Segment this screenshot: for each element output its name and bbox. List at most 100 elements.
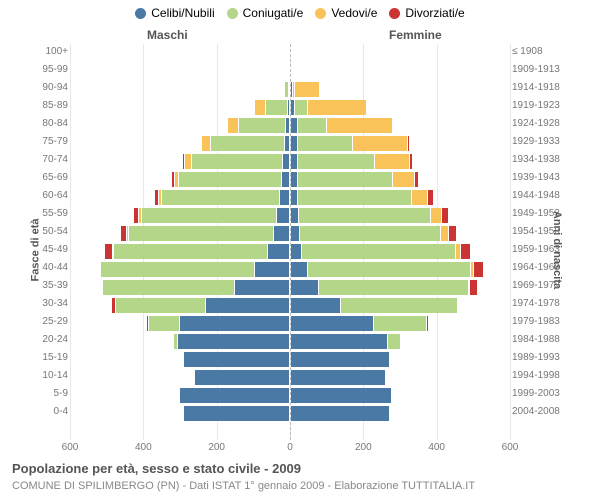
age-label: 0-4 bbox=[34, 406, 68, 417]
bar-female bbox=[290, 82, 319, 97]
birth-label: 1984-1988 bbox=[512, 334, 568, 345]
x-axis: 6004002000200400600 bbox=[70, 440, 510, 456]
segment-single bbox=[180, 316, 290, 331]
segment-single bbox=[290, 190, 297, 205]
bar-male bbox=[184, 352, 290, 367]
segment-single bbox=[290, 316, 373, 331]
bar-female bbox=[290, 334, 401, 349]
age-label: 65-69 bbox=[34, 172, 68, 183]
segment-married bbox=[179, 172, 282, 187]
bar-female bbox=[290, 190, 433, 205]
segment-married bbox=[340, 298, 457, 313]
bar-female bbox=[290, 388, 391, 403]
segment-single bbox=[277, 208, 290, 223]
segment-married bbox=[114, 244, 268, 259]
caption-subtitle: COMUNE DI SPILIMBERGO (PN) - Dati ISTAT … bbox=[12, 480, 475, 492]
x-tick: 600 bbox=[502, 442, 519, 453]
bar-female bbox=[290, 262, 483, 277]
segment-married bbox=[373, 316, 426, 331]
segment-divorced bbox=[105, 244, 113, 259]
segment-single bbox=[290, 334, 387, 349]
segment-married bbox=[103, 280, 235, 295]
bar-female bbox=[290, 352, 390, 367]
segment-married bbox=[297, 118, 326, 133]
bar-male bbox=[195, 370, 290, 385]
birth-label: 1919-1923 bbox=[512, 100, 568, 111]
age-label: 95-99 bbox=[34, 64, 68, 75]
bar-male bbox=[92, 262, 290, 277]
x-tick: 400 bbox=[135, 442, 152, 453]
x-tick: 0 bbox=[287, 442, 293, 453]
segment-widowed bbox=[185, 154, 192, 169]
birth-label: 1979-1983 bbox=[512, 316, 568, 327]
segment-widowed bbox=[255, 100, 266, 115]
bar-female bbox=[290, 406, 389, 421]
legend-swatch bbox=[389, 8, 400, 19]
age-label: 20-24 bbox=[34, 334, 68, 345]
segment-widowed bbox=[411, 190, 428, 205]
bar-male bbox=[147, 316, 290, 331]
bar-male bbox=[172, 172, 290, 187]
birth-label: 1969-1973 bbox=[512, 280, 568, 291]
bar-female bbox=[290, 172, 418, 187]
segment-single bbox=[290, 388, 391, 403]
segment-single bbox=[180, 388, 290, 403]
age-label: 85-89 bbox=[34, 100, 68, 111]
segment-widowed bbox=[326, 118, 392, 133]
bar-female bbox=[290, 226, 456, 241]
segment-divorced bbox=[427, 190, 432, 205]
age-label: 10-14 bbox=[34, 370, 68, 381]
age-label: 35-39 bbox=[34, 280, 68, 291]
segment-married bbox=[301, 244, 455, 259]
segment-married bbox=[298, 208, 430, 223]
segment-single bbox=[282, 172, 290, 187]
segment-divorced bbox=[409, 154, 412, 169]
bar-female bbox=[290, 118, 393, 133]
birth-label: 1954-1958 bbox=[512, 226, 568, 237]
segment-widowed bbox=[440, 226, 447, 241]
bar-female bbox=[290, 136, 409, 151]
legend-swatch bbox=[135, 8, 146, 19]
header-female: Femmine bbox=[389, 28, 442, 42]
segment-single bbox=[184, 352, 290, 367]
segment-single bbox=[268, 244, 290, 259]
legend-item: Divorziati/e bbox=[389, 6, 464, 20]
legend-swatch bbox=[315, 8, 326, 19]
x-tick: 600 bbox=[62, 442, 79, 453]
segment-divorced bbox=[121, 226, 128, 241]
bar-male bbox=[174, 334, 290, 349]
segment-single bbox=[290, 208, 298, 223]
segment-single bbox=[290, 262, 307, 277]
legend-item: Celibi/Nubili bbox=[135, 6, 214, 20]
legend-label: Celibi/Nubili bbox=[151, 6, 214, 20]
age-label: 5-9 bbox=[34, 388, 68, 399]
birth-label: 1994-1998 bbox=[512, 370, 568, 381]
segment-single bbox=[290, 370, 385, 385]
segment-single bbox=[184, 406, 290, 421]
segment-divorced bbox=[414, 172, 418, 187]
segment-widowed bbox=[202, 136, 211, 151]
segment-divorced bbox=[426, 316, 429, 331]
segment-widowed bbox=[457, 298, 458, 313]
segment-single bbox=[274, 226, 291, 241]
segment-married bbox=[307, 262, 470, 277]
birth-label: 1944-1948 bbox=[512, 190, 568, 201]
segment-single bbox=[290, 298, 340, 313]
segment-married bbox=[266, 100, 288, 115]
segment-married bbox=[116, 298, 206, 313]
legend: Celibi/NubiliConiugati/eVedovi/eDivorzia… bbox=[0, 6, 600, 22]
birth-label: 1989-1993 bbox=[512, 352, 568, 363]
segment-single bbox=[178, 334, 290, 349]
segment-widowed bbox=[352, 136, 407, 151]
bar-female bbox=[290, 244, 470, 259]
age-label: 70-74 bbox=[34, 154, 68, 165]
plot-area: 100+≤ 190895-991909-191390-941914-191885… bbox=[70, 44, 510, 440]
bar-male bbox=[134, 208, 290, 223]
birth-label: 1924-1928 bbox=[512, 118, 568, 129]
segment-single bbox=[290, 406, 389, 421]
bar-female bbox=[290, 100, 366, 115]
legend-label: Coniugati/e bbox=[243, 6, 304, 20]
caption-title: Popolazione per età, sesso e stato civil… bbox=[12, 461, 301, 476]
age-label: 60-64 bbox=[34, 190, 68, 201]
age-label: 90-94 bbox=[34, 82, 68, 93]
